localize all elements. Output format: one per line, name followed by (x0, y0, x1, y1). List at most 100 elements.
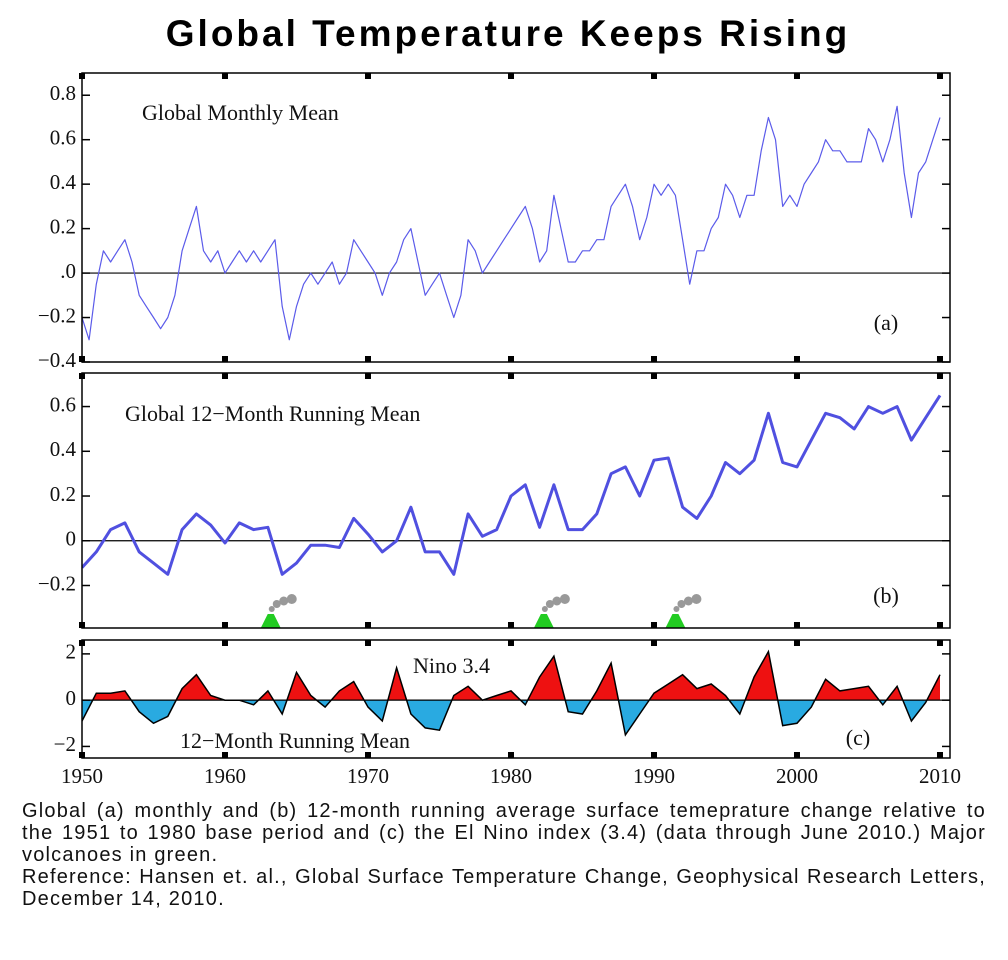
y-tick-label: −0.2 (38, 571, 76, 595)
y-tick-label: 0.8 (50, 81, 76, 105)
annotation: 12−Month Running Mean (180, 728, 410, 753)
y-tick-label: 0.2 (50, 214, 76, 238)
volcano-cone (533, 614, 554, 628)
chart: Global Temperature Keeps Rising −0.4 −0.2… (38, 13, 961, 788)
x-tick (79, 752, 85, 758)
y-tick-label: 0.6 (50, 392, 76, 416)
x-tick (650, 73, 657, 79)
volcano-smoke (268, 606, 275, 612)
volcano (260, 594, 297, 628)
volcano-smoke (559, 594, 570, 604)
x-tick (936, 752, 943, 758)
volcano (533, 594, 570, 628)
caption: Global (a) monthly and (b) 12-month runn… (22, 800, 986, 910)
volcano-smoke (545, 600, 554, 608)
annotation: Global 12−Month Running Mean (125, 401, 420, 426)
y-tick-label: 0.2 (50, 482, 76, 506)
reference-text: Reference: Hansen et. al., Global Surfac… (22, 866, 986, 910)
volcano-cone (260, 614, 281, 628)
x-tick-label: 1990 (633, 764, 675, 788)
negative-area (82, 700, 940, 735)
chart-title: Global Temperature Keeps Rising (166, 13, 850, 54)
x-tick-label: 1960 (204, 764, 246, 788)
x-tick (364, 622, 371, 628)
x-tick (793, 640, 800, 646)
y-tick-label: −2 (54, 732, 76, 756)
caption-text: Global (a) monthly and (b) 12-month runn… (22, 800, 986, 866)
positive-area (92, 651, 940, 701)
x-tick (79, 622, 85, 628)
annotation: Nino 3.4 (413, 653, 490, 678)
x-tick (364, 640, 371, 646)
x-tick (936, 640, 943, 646)
data-line (82, 105, 941, 341)
x-tick (650, 640, 657, 646)
volcano-smoke (683, 596, 693, 606)
x-tick (221, 373, 228, 379)
x-tick (221, 73, 228, 79)
plot-frame (81, 372, 951, 629)
plot-frame (81, 639, 951, 759)
x-tick (221, 356, 228, 362)
x-tick (364, 373, 371, 379)
y-tick-label: .0 (60, 259, 76, 283)
x-tick-label: 2010 (919, 764, 961, 788)
annotation: (a) (874, 310, 898, 335)
x-tick (936, 356, 943, 362)
x-tick (507, 373, 514, 379)
x-tick (507, 356, 514, 362)
y-tick-label: 0.4 (50, 170, 77, 194)
y-tick-label: 0 (66, 686, 77, 710)
y-tick-label: 0.4 (50, 437, 77, 461)
x-tick (793, 356, 800, 362)
annotation: (c) (846, 725, 870, 750)
y-tick-label: −0.2 (38, 303, 76, 327)
volcano-smoke (272, 600, 281, 608)
volcano-smoke (691, 594, 702, 604)
x-tick-label: 2000 (776, 764, 818, 788)
volcano-smoke (677, 600, 686, 608)
x-tick-label: 1950 (61, 764, 103, 788)
x-tick (221, 752, 228, 758)
x-tick (221, 640, 228, 646)
x-tick (793, 73, 800, 79)
annotation: (b) (873, 583, 899, 608)
x-tick (936, 373, 943, 379)
y-tick-label: 0.6 (50, 126, 76, 150)
volcano (665, 594, 702, 628)
x-tick (793, 373, 800, 379)
y-tick-label: −0.4 (38, 348, 77, 372)
data-line (82, 394, 942, 576)
plot-frame (81, 72, 951, 363)
annotation: Global Monthly Mean (142, 100, 339, 125)
x-tick (650, 373, 657, 379)
x-tick (793, 622, 800, 628)
x-tick (364, 752, 371, 758)
volcano-cone (665, 614, 686, 628)
x-tick (79, 640, 85, 646)
volcano-smoke (286, 594, 297, 604)
x-tick (936, 73, 943, 79)
x-tick (221, 622, 228, 628)
x-tick-label: 1980 (490, 764, 532, 788)
x-tick (364, 73, 371, 79)
x-tick (507, 640, 514, 646)
volcano-smoke (541, 606, 548, 612)
x-tick (650, 356, 657, 362)
x-tick (79, 73, 85, 79)
x-tick (793, 752, 800, 758)
y-tick-label: 0 (66, 527, 77, 551)
x-tick (936, 622, 943, 628)
x-tick (507, 752, 514, 758)
x-tick (650, 752, 657, 758)
x-tick (507, 622, 514, 628)
x-tick (364, 356, 371, 362)
x-tick (79, 373, 85, 379)
x-tick-label: 1970 (347, 764, 389, 788)
x-tick (650, 622, 657, 628)
volcano-smoke (673, 606, 680, 612)
y-tick-label: 2 (66, 640, 77, 664)
volcano-smoke (552, 596, 562, 606)
x-tick (79, 356, 85, 362)
